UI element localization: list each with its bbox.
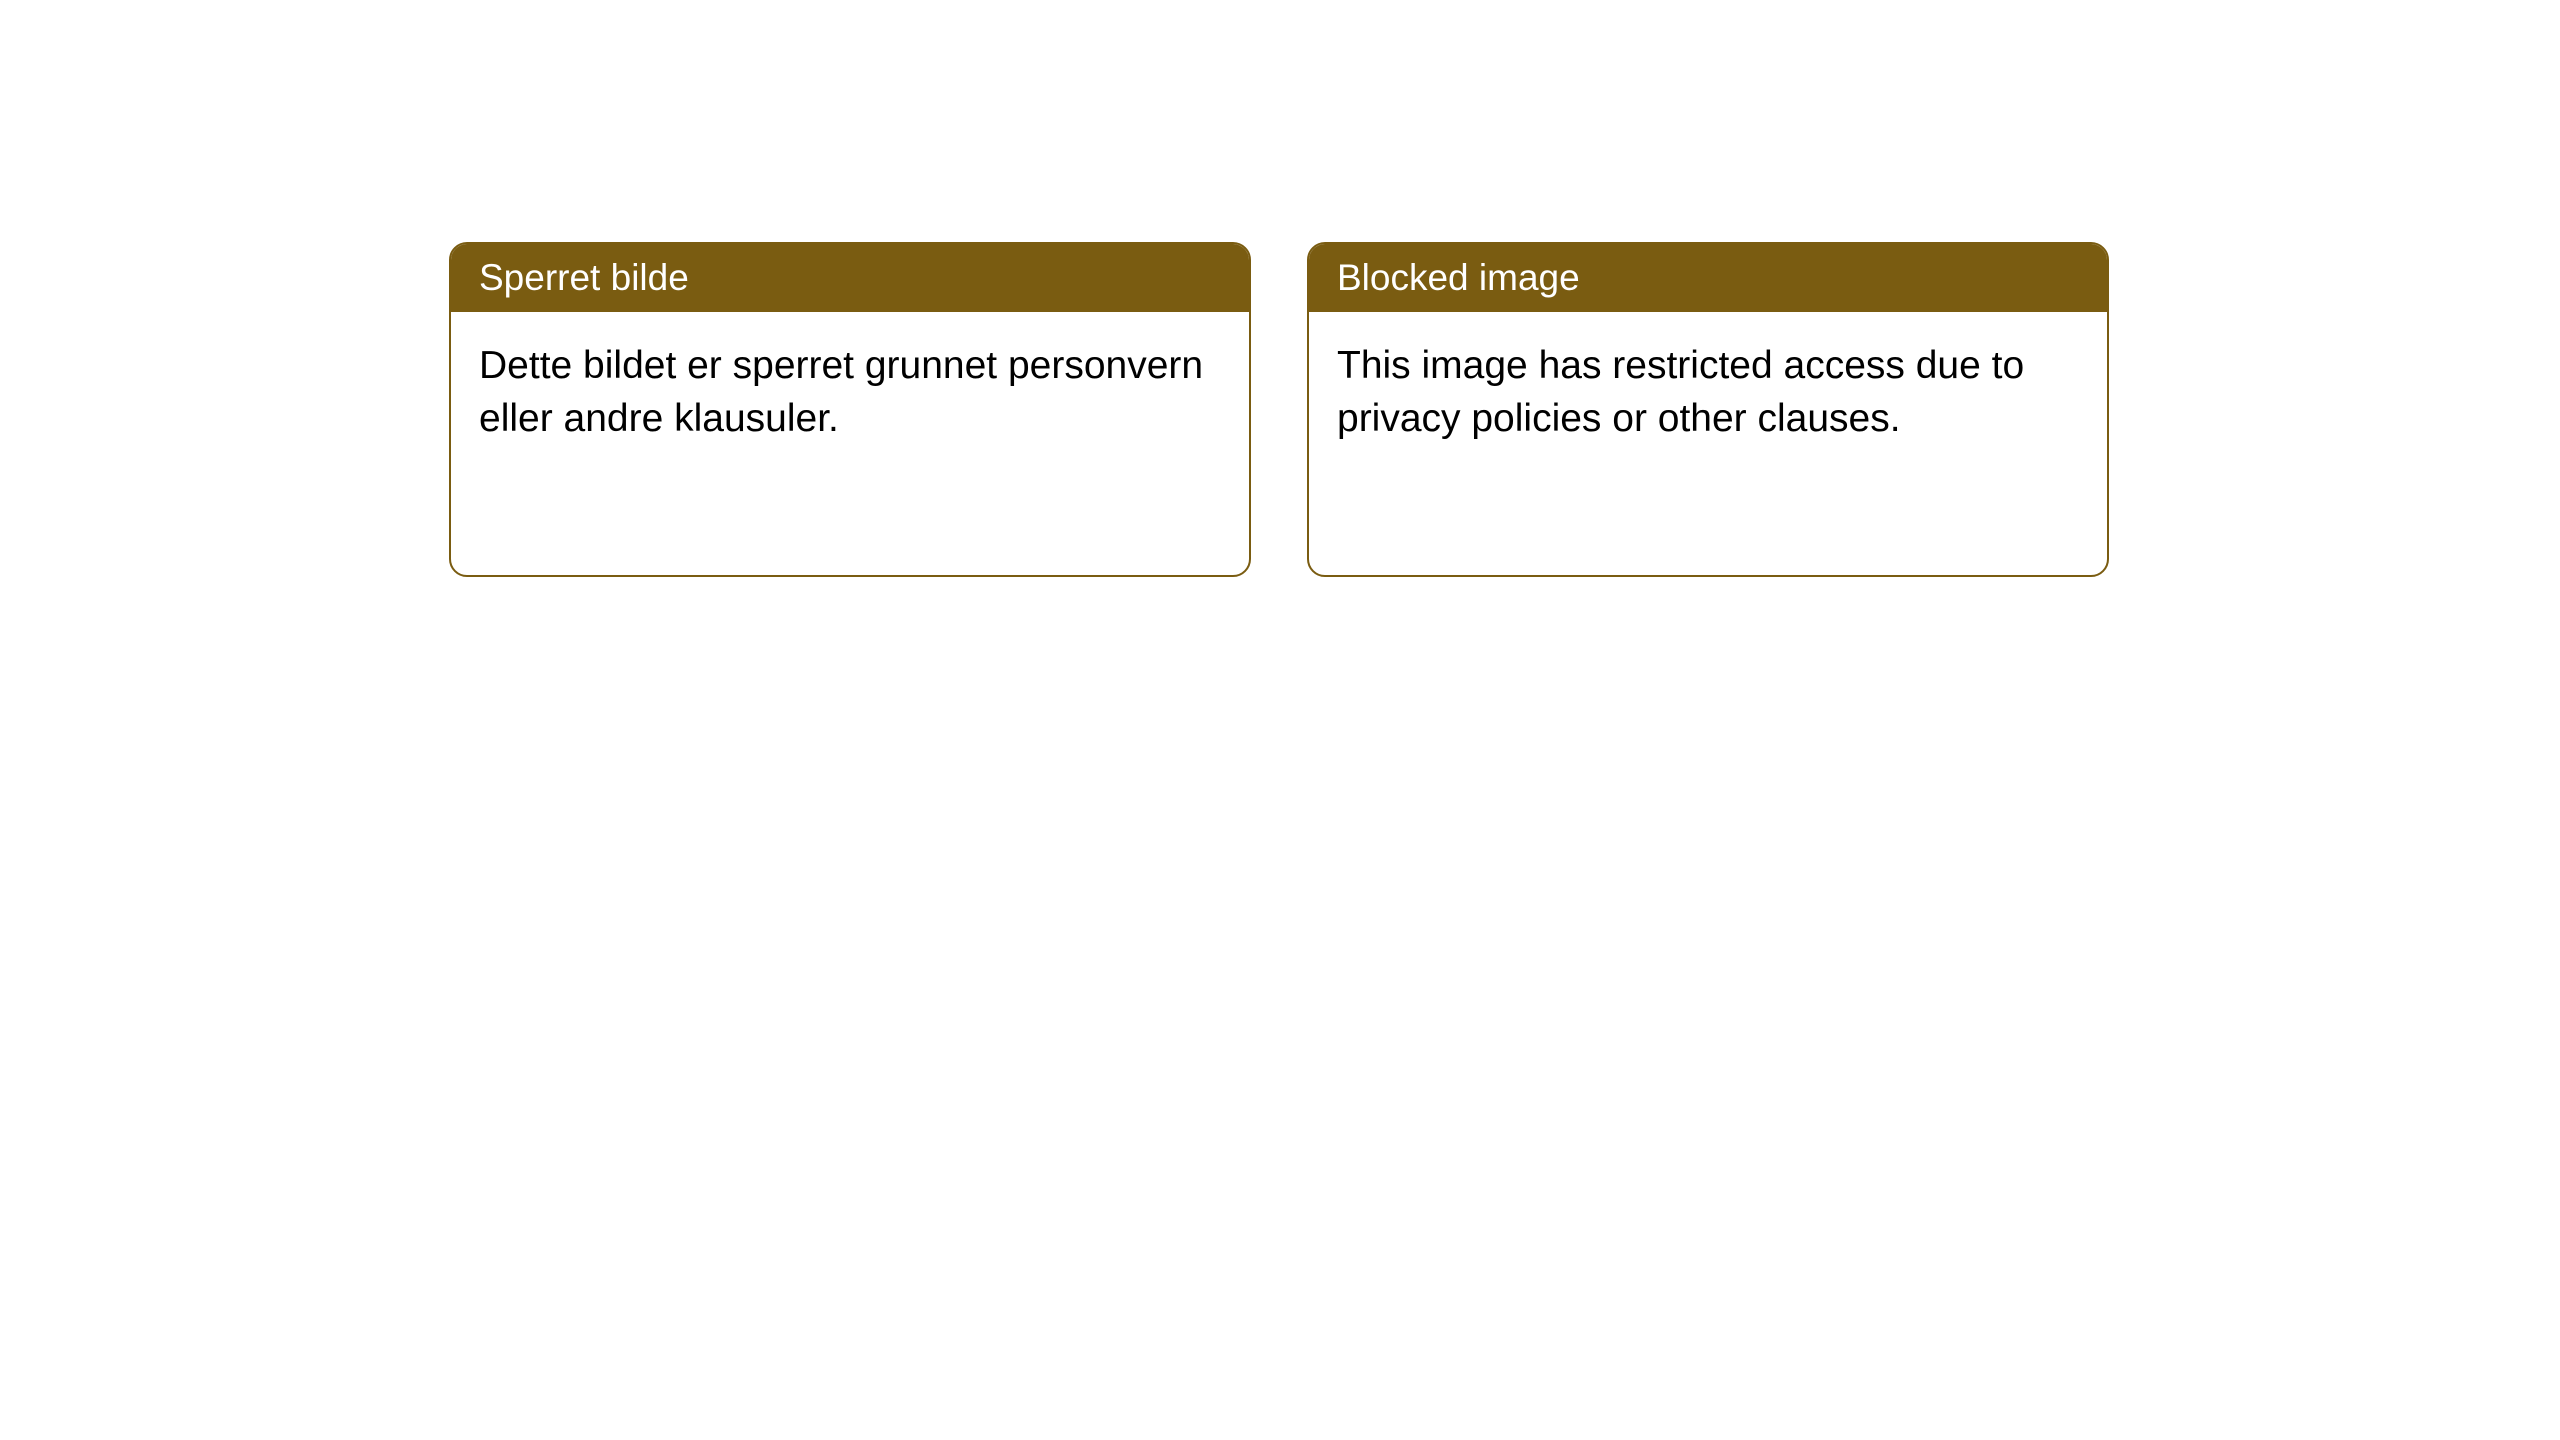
notice-header: Sperret bilde [451, 244, 1249, 312]
notice-body: Dette bildet er sperret grunnet personve… [451, 312, 1249, 473]
notice-card-english: Blocked image This image has restricted … [1307, 242, 2109, 577]
notice-body: This image has restricted access due to … [1309, 312, 2107, 473]
notice-card-norwegian: Sperret bilde Dette bildet er sperret gr… [449, 242, 1251, 577]
notice-header: Blocked image [1309, 244, 2107, 312]
notice-container: Sperret bilde Dette bildet er sperret gr… [449, 242, 2109, 577]
